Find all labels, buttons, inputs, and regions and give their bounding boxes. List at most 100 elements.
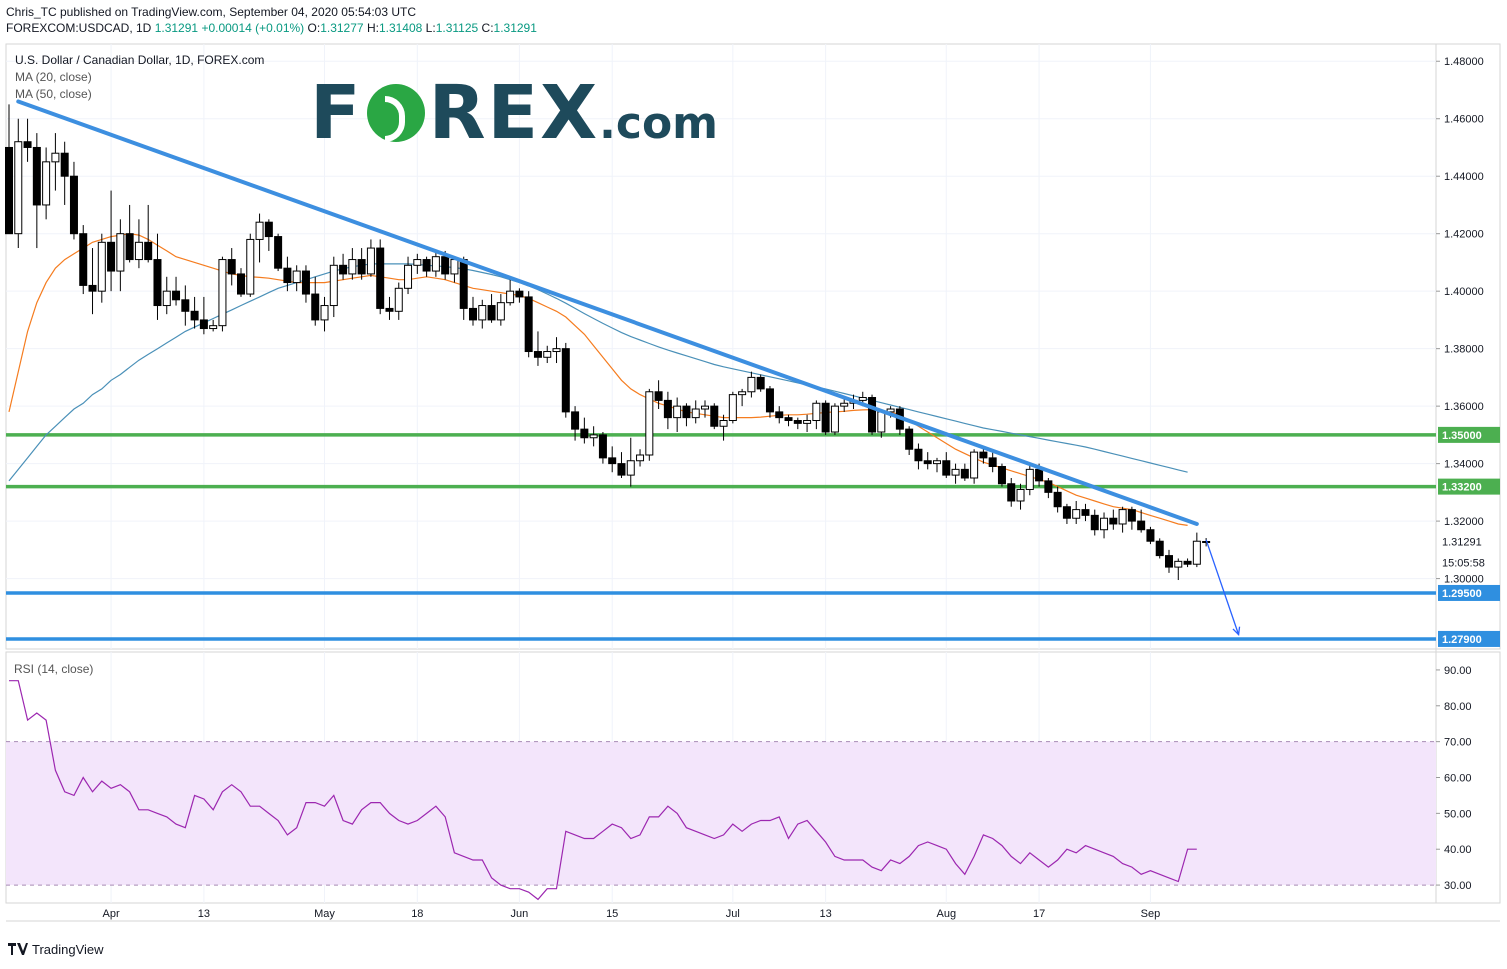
candle-body[interactable] [162,290,171,307]
candle-body[interactable] [431,256,440,272]
candle-body[interactable] [283,267,292,284]
candle-body[interactable] [1118,509,1127,525]
projection-arrow-line[interactable] [1205,539,1240,635]
candle-body[interactable] [960,468,969,479]
candle-body[interactable] [1137,520,1146,531]
candle-body[interactable] [914,448,923,462]
candle-body[interactable] [478,305,487,321]
tradingview-brand[interactable]: TradingView [8,942,104,957]
candle-body[interactable] [858,397,867,401]
candle-body[interactable] [1146,529,1155,542]
candle-body[interactable] [237,273,245,295]
candle-body[interactable] [571,411,580,430]
symbol-label[interactable]: FOREXCOM:USDCAD, 1D [6,21,152,35]
candle-body[interactable] [636,454,645,462]
candle-body[interactable] [942,460,951,476]
candle-body[interactable] [840,402,849,407]
candle-body[interactable] [79,233,88,286]
candle-body[interactable] [394,287,403,312]
candle-body[interactable] [979,451,988,459]
candle-body[interactable] [339,264,348,275]
candle-body[interactable] [172,290,181,301]
candle-body[interactable] [14,141,23,235]
candle-body[interactable] [515,290,524,298]
candle-body[interactable] [933,460,941,465]
descending-trendline[interactable] [16,99,1199,526]
candle-body[interactable] [134,241,143,261]
legend-rsi[interactable]: RSI (14, close) [14,662,94,676]
candle-body[interactable] [765,388,774,413]
candle-body[interactable] [1025,468,1034,490]
candle-body[interactable] [1072,509,1081,519]
candle-body[interactable] [533,351,542,358]
candle-body[interactable] [821,402,830,433]
candle-body[interactable] [413,259,422,266]
candle-body[interactable] [404,264,413,289]
candle-body[interactable] [1035,468,1044,482]
candle-body[interactable] [385,307,394,312]
candle-body[interactable] [682,405,691,419]
candle-body[interactable] [51,152,60,163]
candle-body[interactable] [23,141,32,148]
candle-body[interactable] [487,305,496,321]
candle-body[interactable] [1127,509,1136,522]
candle-body[interactable] [42,161,51,206]
candle-body[interactable] [728,394,737,422]
candle-body[interactable] [227,259,236,275]
candle-body[interactable] [301,270,310,295]
legend-ma20[interactable]: MA (20, close) [15,70,92,84]
candle-body[interactable] [617,463,626,476]
candle-body[interactable] [589,434,598,439]
candle-body[interactable] [719,420,728,427]
candle-body[interactable] [626,460,635,476]
candle-body[interactable] [886,408,895,413]
candle-body[interactable] [1053,491,1062,508]
candle-body[interactable] [153,259,162,307]
candle-body[interactable] [561,348,570,413]
candle-body[interactable] [5,146,13,235]
candle-body[interactable] [469,307,477,321]
candle-body[interactable] [366,247,375,275]
candle-body[interactable] [255,221,264,240]
candle-body[interactable] [274,236,283,269]
candle-body[interactable] [738,391,747,396]
candle-body[interactable] [793,420,802,424]
candle-body[interactable] [1044,480,1053,493]
candle-body[interactable] [877,411,886,433]
candle-body[interactable] [60,152,69,177]
candle-body[interactable] [357,259,366,275]
candle-body[interactable] [88,284,97,292]
candle-body[interactable] [1062,506,1071,519]
candle-body[interactable] [608,457,617,465]
candle-body[interactable] [905,428,914,450]
candle-body[interactable] [218,259,227,327]
candle-body[interactable] [1192,540,1201,565]
candle-body[interactable] [292,270,301,284]
candle-body[interactable] [645,391,654,456]
candle-body[interactable] [747,376,756,393]
candle-body[interactable] [543,351,552,358]
candle-body[interactable] [441,256,450,275]
candle-body[interactable] [923,460,932,465]
candle-body[interactable] [830,405,839,433]
candle-body[interactable] [107,241,116,272]
legend-ma50[interactable]: MA (50, close) [15,87,92,101]
candle-body[interactable] [997,465,1006,485]
candle-body[interactable] [775,411,784,419]
candle-body[interactable] [1165,555,1173,568]
candle-body[interactable] [422,259,431,272]
candle-body[interactable] [459,259,468,309]
candle-body[interactable] [97,241,106,292]
candle-body[interactable] [812,402,821,422]
candle-body[interactable] [209,325,218,330]
rsi-line[interactable] [9,680,1197,901]
candle-body[interactable] [552,348,561,353]
candle-body[interactable] [311,293,320,321]
candle-body[interactable] [144,241,153,261]
candle-body[interactable] [1155,540,1164,557]
candle-body[interactable] [654,391,663,401]
candle-body[interactable] [580,428,589,439]
candle-body[interactable] [868,397,877,433]
candle-body[interactable] [450,259,459,275]
